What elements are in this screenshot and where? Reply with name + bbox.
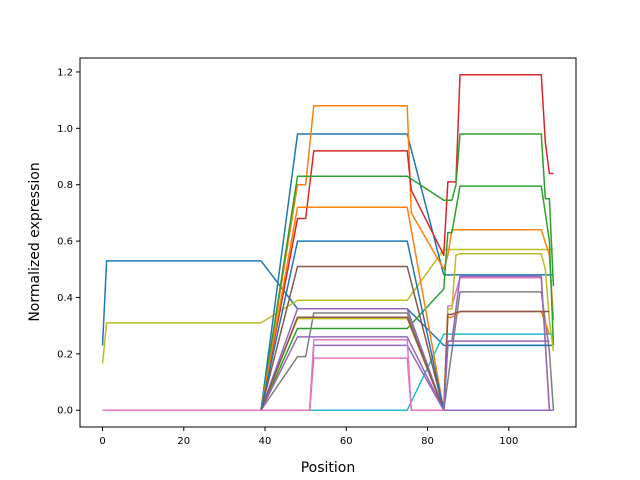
series-layer [101,74,555,411]
series-line-5 [102,105,555,411]
series-line-16 [102,310,550,411]
y-tick-label: 1.0 [57,124,73,135]
y-tick-label: 0.8 [57,180,73,191]
y-axis-label: Normalized expression [27,162,43,321]
y-tick-label: 0.4 [57,293,73,304]
x-tick-label: 20 [177,436,190,447]
x-tick-label: 0 [99,436,105,447]
series-line-8 [102,185,555,411]
x-tick-label: 100 [499,436,518,447]
x-tick-label: 60 [340,436,353,447]
plot-frame [79,57,577,428]
series-line-7 [102,133,555,411]
y-tick-label: 0.2 [57,349,73,360]
y-tick-label: 1.2 [57,67,73,78]
x-tick-label: 40 [259,436,272,447]
tick-layer: 0 20 40 60 80 100 0.0 0.2 0.4 0.6 0.8 1.0 1.2 [57,67,518,447]
x-tick-label: 80 [421,436,434,447]
x-axis-label: Position [301,460,356,476]
series-line-17 [102,240,550,411]
series-line-6 [102,74,554,411]
series-line-19 [102,339,444,411]
y-tick-label: 0.6 [57,237,73,248]
y-tick-label: 0.0 [57,406,73,417]
